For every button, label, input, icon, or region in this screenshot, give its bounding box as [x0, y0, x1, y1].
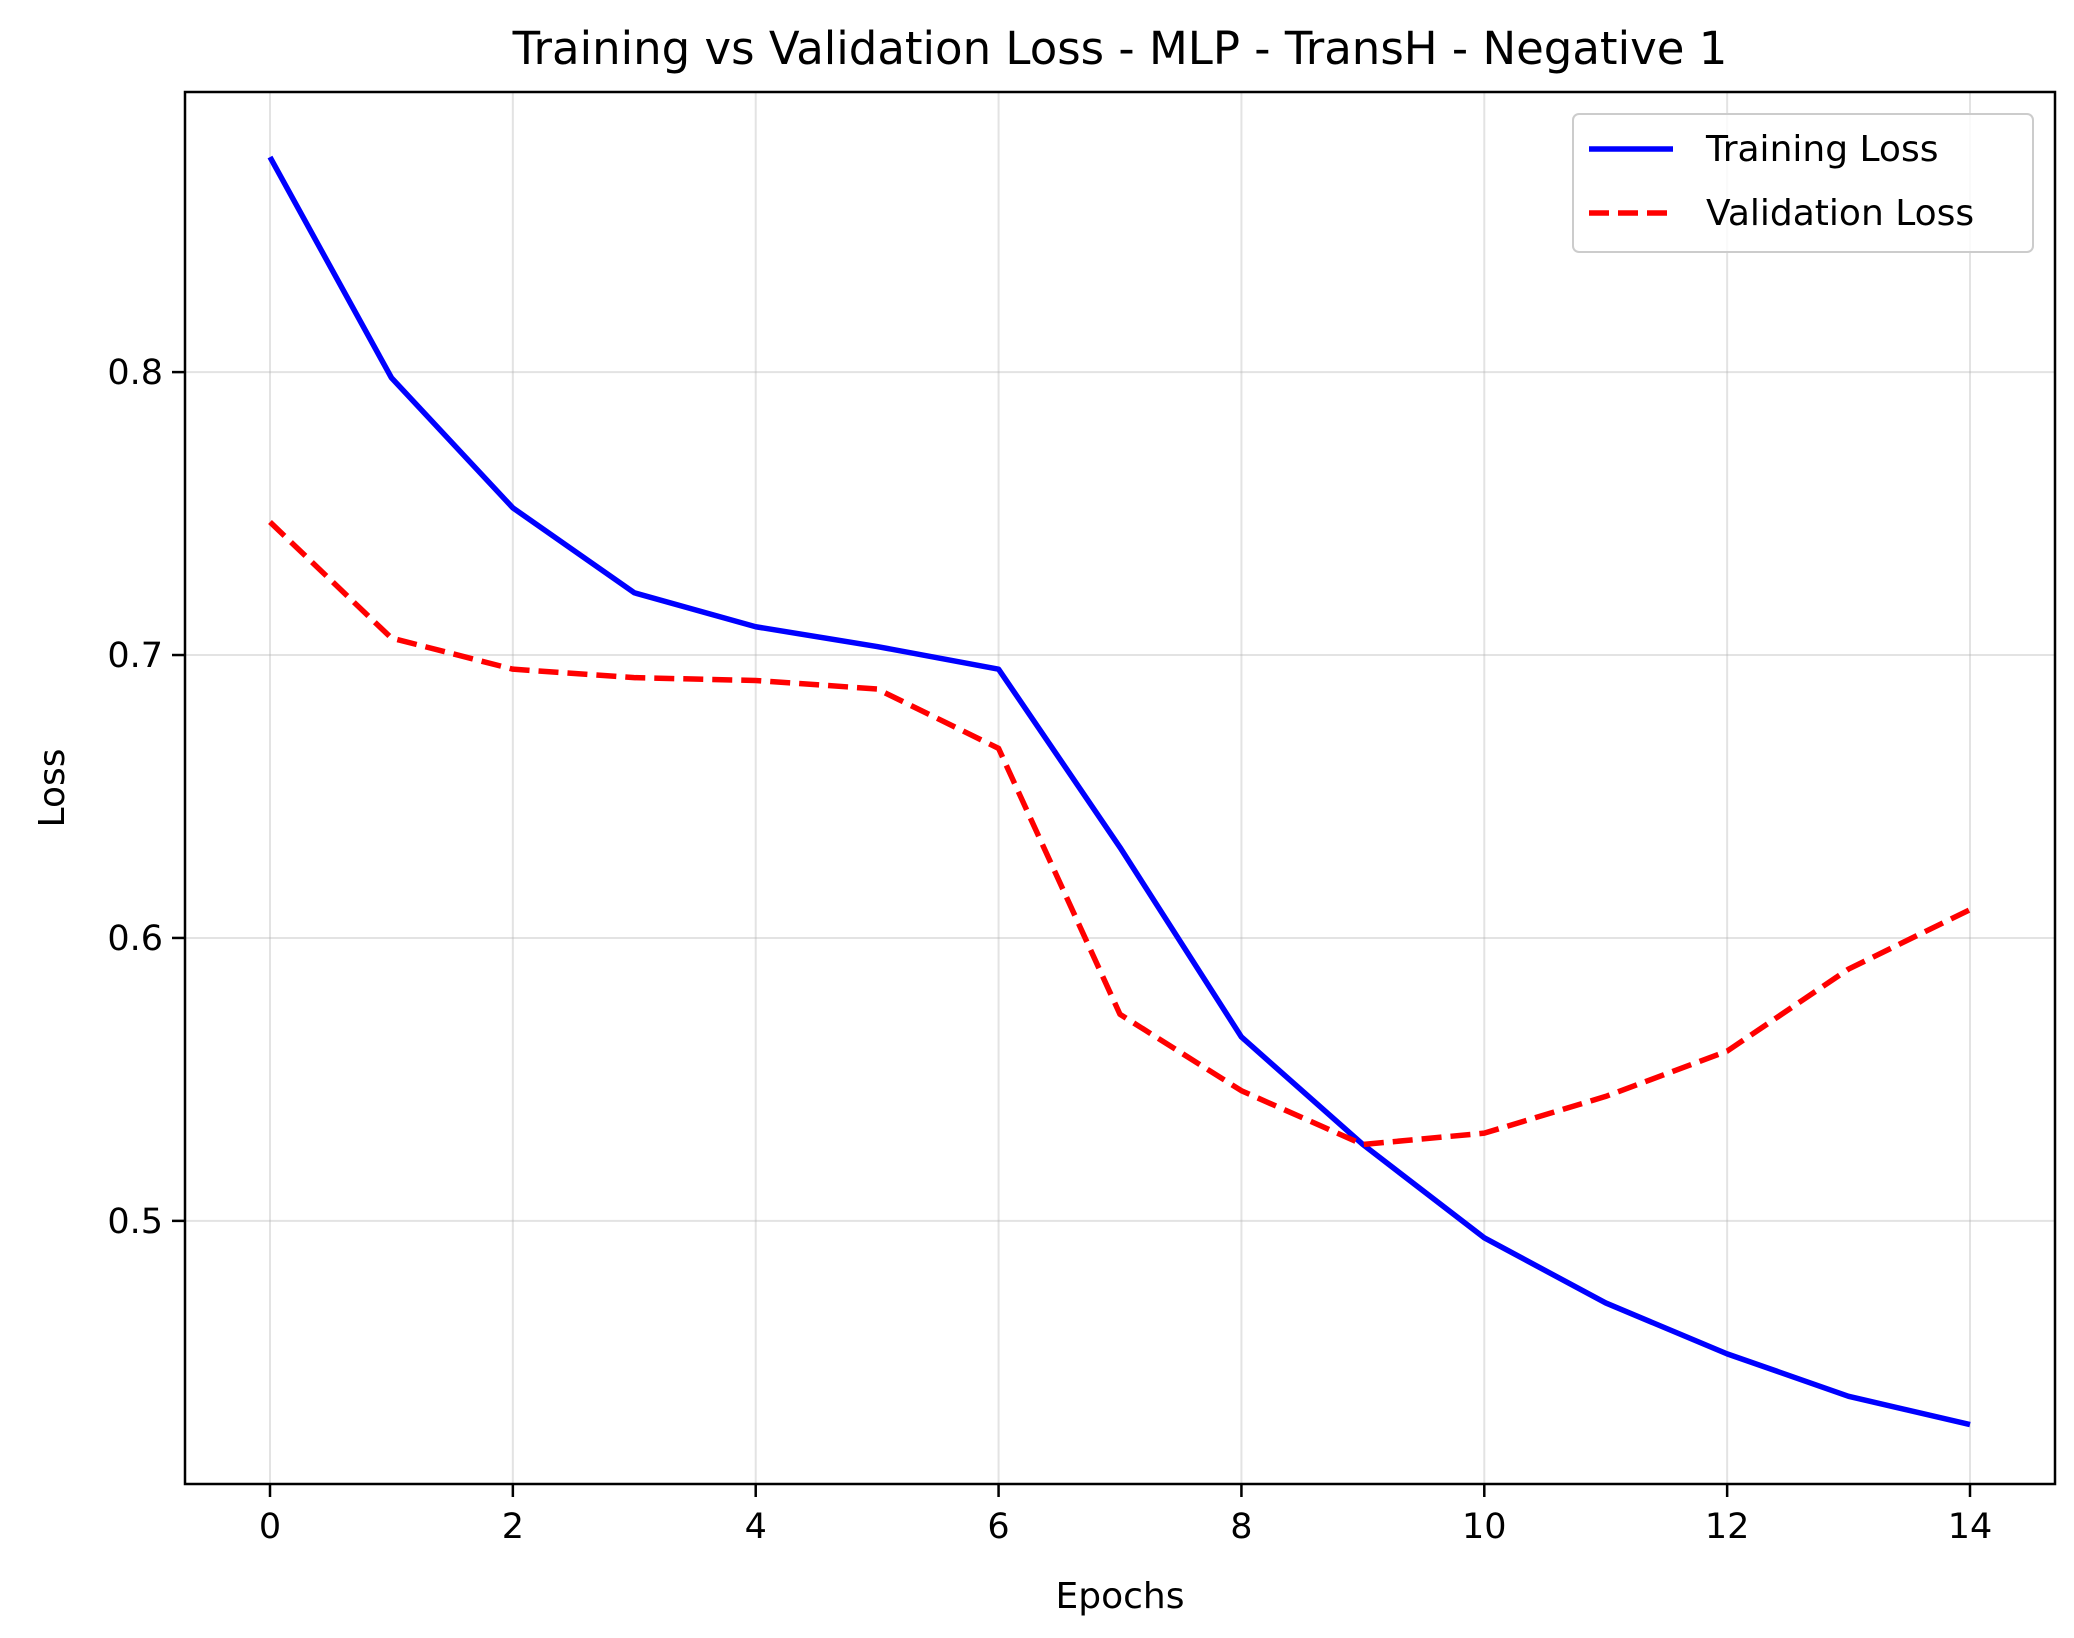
x-tick-label: 8 [1230, 1507, 1252, 1547]
x-tick-label: 6 [987, 1507, 1009, 1547]
axis-ticks: 0 2 4 6 8 10 12 14 0.5 0.6 0.7 0.8 [107, 353, 1992, 1547]
y-tick-label: 0.5 [107, 1202, 163, 1242]
validation-loss-line [268, 520, 1972, 1148]
legend-label: Validation Loss [1706, 193, 1974, 234]
grid-lines [185, 92, 2055, 1484]
y-tick-label: 0.7 [107, 636, 163, 676]
x-tick-label: 14 [1948, 1507, 1993, 1547]
series-lines [267, 155, 1972, 1428]
training-loss-line [267, 155, 1971, 1428]
x-tick-label: 2 [502, 1507, 524, 1547]
legend-box [1572, 113, 2034, 253]
legend-label: Training Loss [1705, 129, 1938, 170]
legend: Training Loss Validation Loss [1572, 113, 2034, 253]
x-tick-label: 0 [259, 1507, 281, 1547]
x-tick-label: 4 [745, 1507, 767, 1547]
y-tick-label: 0.8 [107, 353, 163, 393]
x-tick-label: 10 [1462, 1507, 1507, 1547]
x-tick-label: 12 [1705, 1507, 1750, 1547]
y-tick-label: 0.6 [107, 919, 163, 959]
x-axis-label: Epochs [1056, 1576, 1185, 1617]
chart-title: Training vs Validation Loss - MLP - Tran… [512, 22, 1728, 75]
plot-frame [183, 90, 2057, 1486]
y-axis-label: Loss [32, 749, 73, 828]
